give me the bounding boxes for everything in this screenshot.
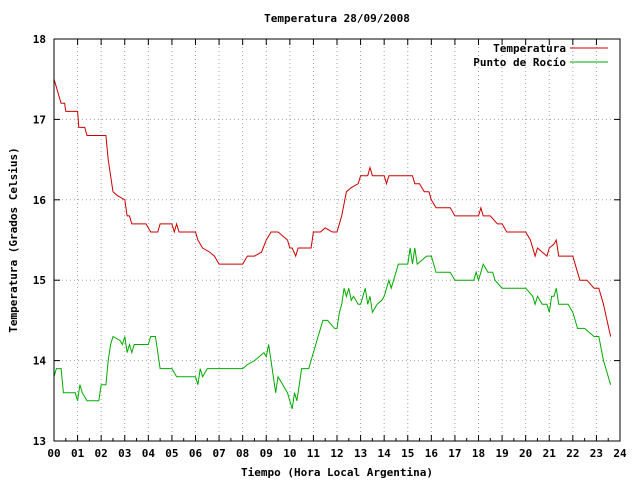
grid-layer <box>54 39 620 441</box>
series-layer <box>53 79 612 409</box>
series-line-punto-de-rocio <box>53 247 612 409</box>
x-tick-label: 09 <box>260 447 273 460</box>
x-tick-label: 16 <box>425 447 439 460</box>
x-tick-label: 15 <box>401 447 414 460</box>
x-tick-label: 00 <box>47 447 60 460</box>
x-tick-label: 11 <box>307 447 321 460</box>
series-line-temperatura <box>53 79 612 337</box>
x-tick-label: 23 <box>590 447 603 460</box>
x-tick-label: 06 <box>189 447 203 460</box>
x-tick-label: 24 <box>613 447 627 460</box>
y-tick-label: 18 <box>33 33 46 46</box>
x-tick-label: 19 <box>495 447 508 460</box>
x-tick-label: 18 <box>472 447 485 460</box>
y-tick-label: 17 <box>33 113 46 126</box>
chart-title: Temperatura 28/09/2008 <box>264 12 410 25</box>
y-tick-label: 16 <box>33 194 47 207</box>
label-layer: 00 01 02 03 04 05 06 07 08 09 10 11 12 13 14 15 16 17 18 19… <box>33 33 627 460</box>
x-tick-label: 04 <box>142 447 156 460</box>
x-tick-label: 02 <box>95 447 108 460</box>
x-tick-label: 12 <box>330 447 343 460</box>
tick-layer <box>53 38 621 442</box>
x-tick-label: 14 <box>378 447 392 460</box>
x-tick-label: 05 <box>165 447 178 460</box>
x-axis-label: Tiempo (Hora Local Argentina) <box>241 466 433 479</box>
x-tick-label: 07 <box>212 447 225 460</box>
x-tick-label: 10 <box>283 447 296 460</box>
x-tick-label: 17 <box>448 447 461 460</box>
x-tick-label: 01 <box>71 447 85 460</box>
y-tick-label: 14 <box>33 355 47 368</box>
legend-label-punto-de-rocio: Punto de Rocío <box>473 56 566 69</box>
x-tick-label: 03 <box>118 447 131 460</box>
legend: Temperatura Punto de Rocío <box>473 42 608 69</box>
x-tick-label: 20 <box>519 447 532 460</box>
x-tick-label: 22 <box>566 447 579 460</box>
y-axis-label: Temperatura (Grados Celsius) <box>7 147 20 332</box>
y-tick-label: 15 <box>33 274 46 287</box>
x-tick-label: 13 <box>354 447 367 460</box>
x-tick-label: 21 <box>543 447 557 460</box>
x-tick-label: 08 <box>236 447 249 460</box>
y-tick-label: 13 <box>33 435 46 448</box>
legend-label-temperatura: Temperatura <box>493 42 566 55</box>
